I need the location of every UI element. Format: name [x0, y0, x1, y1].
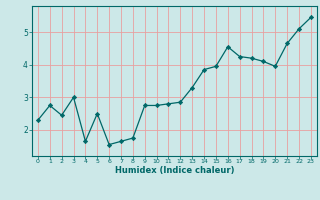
X-axis label: Humidex (Indice chaleur): Humidex (Indice chaleur)	[115, 166, 234, 175]
